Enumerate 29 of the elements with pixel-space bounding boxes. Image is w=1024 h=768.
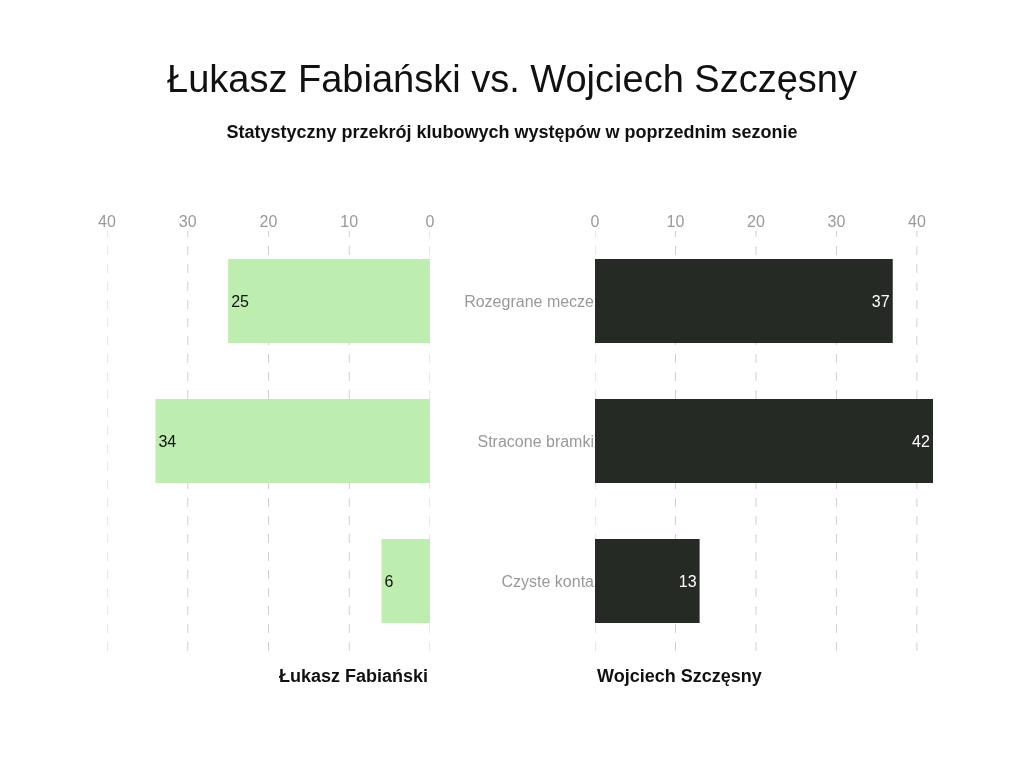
x-tick-label: 10 (340, 212, 359, 230)
x-tick-label: 30 (827, 212, 846, 230)
bar (595, 399, 933, 483)
x-tick-label: 10 (666, 212, 685, 230)
x-axis-title: Łukasz Fabiański (279, 666, 429, 686)
x-tick-label: 40 (908, 212, 926, 230)
y-tick-label: Czyste konta (501, 572, 595, 590)
x-tick-label: 40 (98, 212, 116, 230)
x-tick-label: 0 (425, 212, 435, 230)
bar (155, 399, 430, 483)
y-tick-label: Stracone bramki (477, 432, 594, 450)
y-tick-label: Rozegrane mecze (464, 292, 595, 310)
text: Łukasz Fabiański vs. Wojciech Szczęsny (166, 58, 858, 101)
bar (595, 539, 700, 623)
text: Statystyczny przekrój klubowych występów w poprzednim sezonie (225, 122, 799, 143)
data-label: 25 (231, 292, 250, 310)
data-label: 37 (871, 292, 890, 310)
x-axis-title: Wojciech Szczęsny (597, 666, 762, 686)
data-label: 6 (384, 572, 394, 590)
x-tick-label: 30 (178, 212, 197, 230)
bar (595, 259, 893, 343)
x-tick-label: 20 (259, 212, 278, 230)
x-tick-label: 20 (747, 212, 765, 230)
data-label: 42 (912, 432, 930, 450)
x-tick-label: 0 (590, 212, 600, 230)
data-label: 34 (158, 432, 177, 450)
data-label: 13 (678, 572, 697, 590)
bar (381, 539, 430, 623)
bar (228, 259, 430, 343)
